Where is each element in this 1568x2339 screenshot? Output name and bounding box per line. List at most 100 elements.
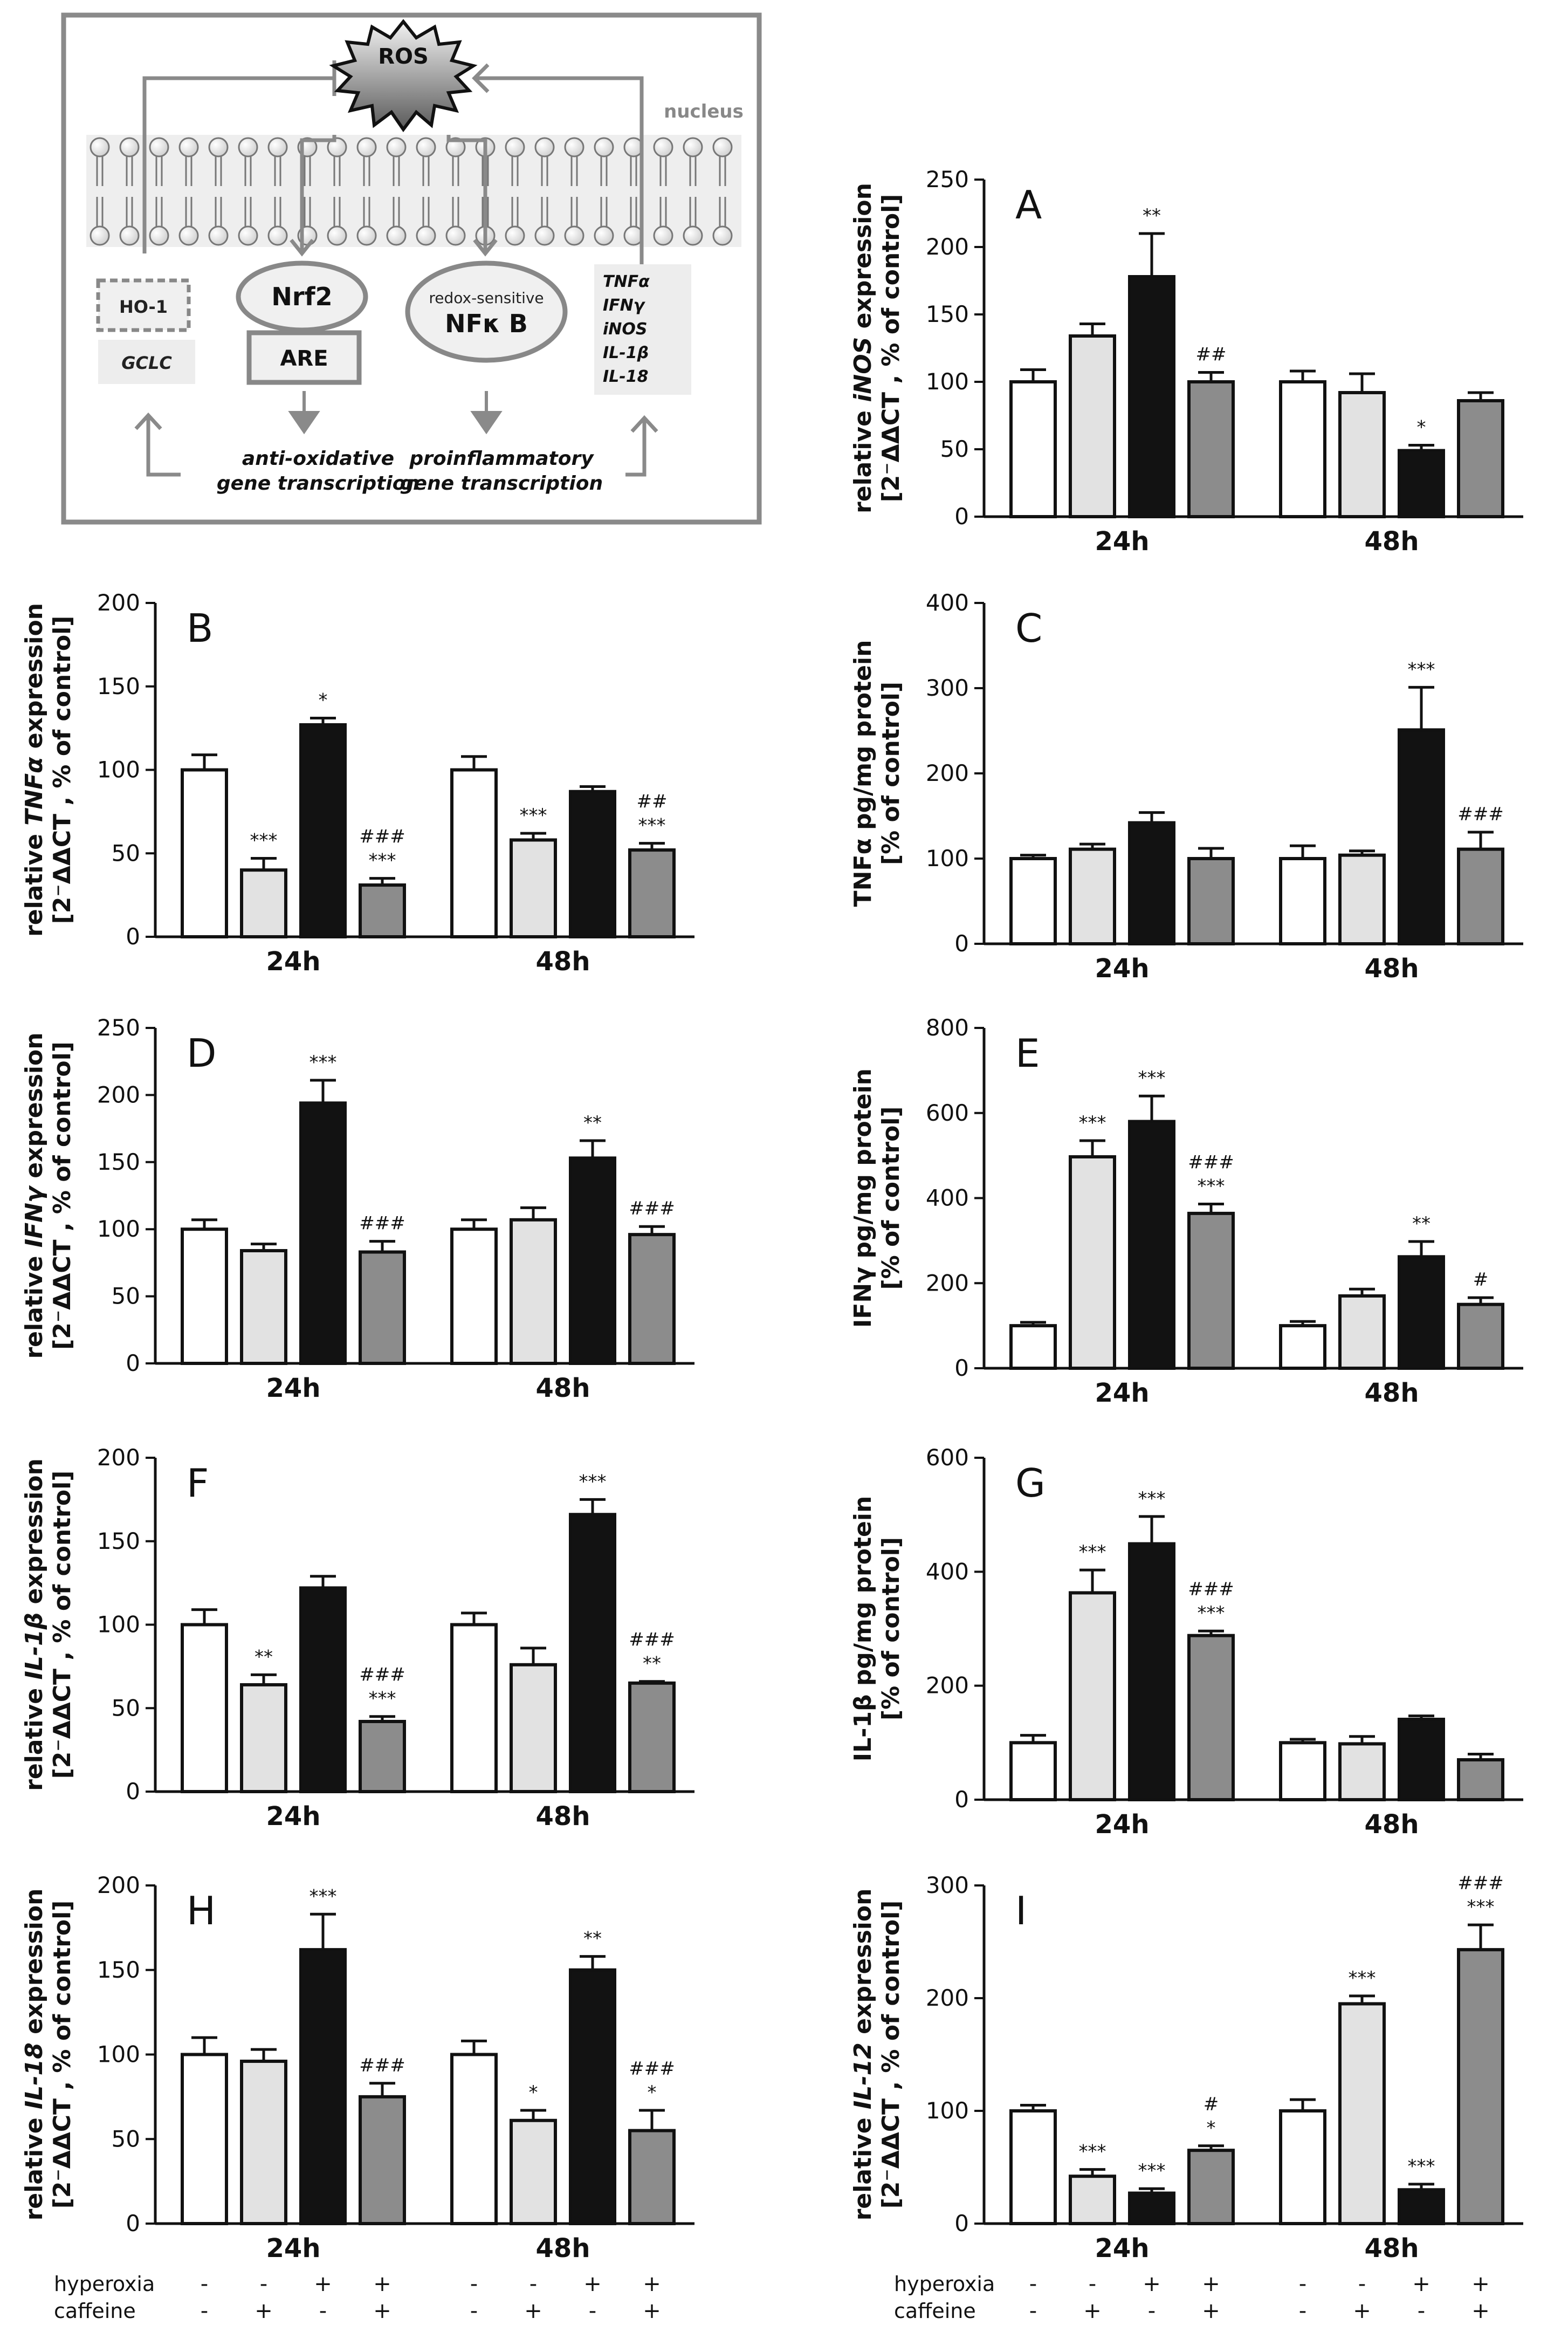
bar-control bbox=[1009, 1741, 1057, 1801]
significance-marker: *** bbox=[1138, 1067, 1166, 1089]
caffeine-sign: - bbox=[589, 2299, 596, 2323]
bar-control bbox=[450, 1227, 498, 1365]
significance-marker: ** bbox=[1143, 205, 1161, 227]
bar-caffeine bbox=[510, 1663, 557, 1794]
bar-hyperoxia bbox=[1128, 2191, 1175, 2226]
bar-hyperoxia+caffeine bbox=[359, 2095, 406, 2225]
bar-caffeine bbox=[1338, 853, 1386, 946]
treatment-legends: hyperoxiacaffeine---++-++---++-++hyperox… bbox=[54, 2272, 1490, 2323]
caffeine-sign: + bbox=[373, 2299, 391, 2323]
y-tick-label: 200 bbox=[926, 234, 969, 260]
significance-marker: ### bbox=[1188, 1152, 1234, 1174]
y-tick-label: 50 bbox=[112, 1283, 140, 1309]
bar-hyperoxia+caffeine bbox=[1187, 1211, 1235, 1370]
hyperoxia-sign: + bbox=[1143, 2272, 1161, 2296]
significance-marker: *** bbox=[310, 1052, 337, 1073]
y-axis-label-units: [2⁻ΔΔCT , % of control] bbox=[877, 194, 905, 503]
hyperoxia-sign: - bbox=[1299, 2272, 1306, 2296]
lipid bbox=[149, 137, 169, 246]
bar-caffeine bbox=[240, 1249, 287, 1366]
bar-hyperoxia bbox=[1128, 275, 1175, 518]
bar-caffeine bbox=[510, 838, 557, 938]
significance-marker: ** bbox=[583, 1928, 602, 1950]
bar-hyperoxia+caffeine bbox=[628, 1681, 676, 1793]
lipid bbox=[238, 137, 258, 246]
lipid bbox=[712, 137, 733, 246]
ros-starburst bbox=[329, 19, 478, 133]
significance-marker: *** bbox=[1408, 659, 1435, 680]
y-axis-label-units: [2⁻ΔΔCT , % of control] bbox=[877, 1901, 905, 2209]
x-category-label: 24h bbox=[1095, 1809, 1150, 1840]
y-tick-label: 400 bbox=[926, 1185, 969, 1211]
significance-marker: ### bbox=[1457, 1872, 1503, 1894]
significance-marker: *** bbox=[250, 830, 278, 852]
bar-caffeine bbox=[1069, 1155, 1116, 1370]
bar-caffeine bbox=[1338, 1294, 1386, 1370]
significance-marker: # bbox=[1473, 1269, 1489, 1291]
bar-caffeine bbox=[240, 1683, 287, 1793]
y-axis-label: TNFα pg/mg protein bbox=[849, 640, 877, 907]
significance-marker: *** bbox=[1079, 1541, 1106, 1563]
y-tick-label: 100 bbox=[926, 368, 969, 395]
bar-hyperoxia bbox=[1398, 2188, 1445, 2226]
panel-letter: A bbox=[1015, 182, 1042, 228]
x-category-label: 48h bbox=[536, 1801, 590, 1832]
caffeine-sign: - bbox=[470, 2299, 478, 2323]
y-tick-label: 200 bbox=[926, 1672, 969, 1699]
significance-marker: *** bbox=[1467, 1896, 1495, 1918]
significance-marker: * bbox=[648, 2082, 657, 2103]
hyperoxia-row-label: hyperoxia bbox=[894, 2272, 995, 2296]
significance-marker: * bbox=[1207, 2117, 1216, 2139]
bar-control bbox=[1009, 2109, 1057, 2225]
lipid bbox=[623, 137, 644, 246]
significance-marker: *** bbox=[520, 805, 547, 826]
significance-marker: *** bbox=[1198, 1602, 1225, 1624]
caffeine-sign: + bbox=[1202, 2299, 1220, 2323]
significance-marker: *** bbox=[1349, 1967, 1376, 1989]
panel-letter: B bbox=[187, 606, 213, 651]
bar-caffeine bbox=[1069, 847, 1116, 945]
lipid bbox=[416, 137, 436, 246]
ho1-box bbox=[96, 278, 191, 332]
lipid bbox=[267, 137, 288, 246]
significance-marker: *** bbox=[1138, 2160, 1166, 2182]
caffeine-sign: + bbox=[643, 2299, 661, 2323]
caffeine-sign: - bbox=[201, 2299, 208, 2323]
caffeine-sign: + bbox=[1083, 2299, 1102, 2323]
bar-control bbox=[450, 768, 498, 938]
x-category-label: 48h bbox=[536, 1373, 590, 1403]
proinflammatory-label: proinflammatory bbox=[409, 448, 594, 470]
caffeine-sign: - bbox=[1299, 2299, 1306, 2323]
y-tick-label: 100 bbox=[97, 1216, 140, 1242]
bar-hyperoxia bbox=[299, 1948, 347, 2225]
y-tick-label: 0 bbox=[126, 923, 140, 950]
y-tick-label: 100 bbox=[97, 1611, 140, 1638]
bar-caffeine bbox=[240, 2060, 287, 2226]
significance-marker: *** bbox=[638, 815, 666, 836]
y-tick-label: 200 bbox=[97, 1081, 140, 1108]
bar-hyperoxia bbox=[299, 1586, 347, 1793]
bar-control bbox=[1279, 1324, 1326, 1370]
bar-caffeine bbox=[1338, 2002, 1386, 2225]
y-axis-label: relative IFNγ expression bbox=[20, 1032, 48, 1359]
bar-hyperoxia bbox=[299, 1101, 347, 1365]
chart-panel-c: 0 100 200 300 400 C TNFα pg/mg protein [% of co… bbox=[849, 589, 1523, 984]
y-axis-label: IL-1β pg/mg protein bbox=[849, 1496, 877, 1762]
bar-control bbox=[181, 1623, 228, 1793]
ros-label: ROS bbox=[378, 44, 429, 69]
y-tick-label: 200 bbox=[97, 1872, 140, 1898]
hyperoxia-sign: + bbox=[1471, 2272, 1490, 2296]
panel-letter: C bbox=[1015, 606, 1042, 651]
significance-marker: ## bbox=[637, 791, 668, 813]
bar-hyperoxia bbox=[569, 790, 616, 938]
y-axis-label-units: [2⁻ΔΔCT , % of control] bbox=[49, 1041, 76, 1350]
y-tick-label: 400 bbox=[926, 1558, 969, 1585]
are-label: ARE bbox=[280, 346, 328, 371]
x-category-label: 24h bbox=[1095, 526, 1150, 557]
significance-marker: *** bbox=[1079, 2141, 1106, 2163]
bar-caffeine bbox=[510, 1218, 557, 1365]
